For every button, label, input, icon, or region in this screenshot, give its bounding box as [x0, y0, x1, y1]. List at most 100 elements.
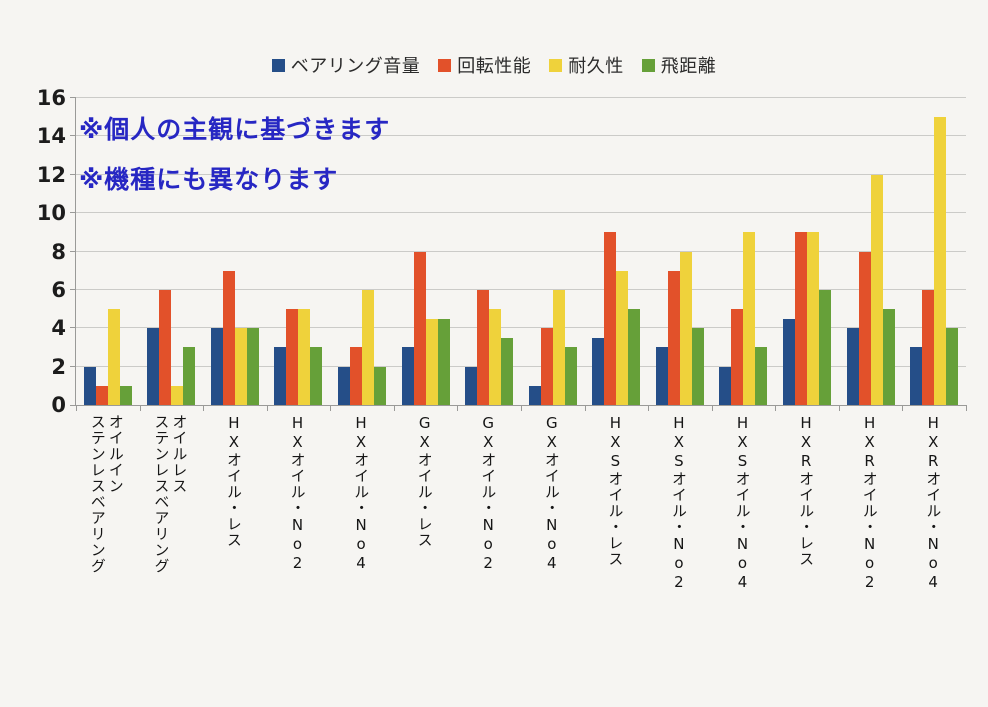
category-label-cell: HXオイル・No4 [329, 414, 393, 684]
bar [922, 289, 935, 405]
legend: ベアリング音量 回転性能 耐久性 飛距離 [0, 52, 988, 78]
y-tick-label: 2 [51, 354, 66, 379]
bar [719, 366, 732, 405]
category-label-cell: HXオイル・No2 [266, 414, 330, 684]
category-label: GXオイル・No4 [542, 414, 561, 573]
category-label: HXSオイル・レス [606, 414, 625, 567]
x-axis-tick [775, 405, 777, 411]
bar [477, 289, 490, 405]
x-axis-tick [76, 405, 77, 411]
category-label: HXオイル・レス [224, 414, 243, 548]
bar [528, 385, 541, 405]
bar [564, 347, 577, 405]
bar [147, 328, 160, 405]
bar [755, 347, 768, 405]
bar [807, 232, 820, 405]
legend-label: ベアリング音量 [290, 56, 421, 77]
x-axis-tick [648, 405, 650, 411]
annotation-note-1: ※個人の主観に基づきます [79, 115, 391, 144]
category-label: GXオイル・No2 [479, 414, 498, 573]
y-axis-tick [70, 97, 76, 98]
bar [501, 337, 514, 405]
category-label-cell: HXSオイル・No4 [711, 414, 775, 684]
y-axis-tick [70, 250, 76, 252]
legend-item-2: 耐久性 [549, 52, 624, 78]
y-axis-tick [70, 405, 76, 406]
annotation-note-2: ※機種にも異なります [79, 165, 339, 194]
y-tick-label: 12 [36, 162, 66, 187]
category-label: HXオイル・No2 [288, 414, 307, 573]
y-tick-label: 10 [36, 201, 66, 226]
bar [171, 385, 184, 405]
bar [425, 318, 438, 405]
bar [350, 347, 363, 405]
bar [946, 328, 959, 405]
category-label-cell: HXRオイル・No4 [901, 414, 965, 684]
x-axis-tick [266, 405, 268, 411]
category-label: オイルイン ステンレスベアリング [88, 414, 125, 574]
bar [540, 328, 553, 405]
x-axis-labels: オイルイン ステンレスベアリング オイルレス ステンレスベアリング HXオイル・レス… [75, 414, 965, 684]
bar [604, 232, 617, 405]
category-label: HXオイル・No4 [352, 414, 371, 573]
x-axis-tick [330, 405, 332, 411]
bar-group [585, 98, 649, 405]
category-label-cell: HXSオイル・No2 [647, 414, 711, 684]
category-label: HXSオイル・No2 [669, 414, 688, 592]
bar [338, 366, 351, 405]
category-label-cell: GXオイル・レス [393, 414, 457, 684]
category-label: HXRオイル・No2 [860, 414, 879, 592]
bar [210, 328, 223, 405]
x-axis-tick [711, 405, 713, 411]
x-axis-tick [393, 405, 395, 411]
gridline-4 [76, 327, 966, 329]
y-axis-tick [70, 173, 76, 175]
y-tick-label: 14 [36, 124, 66, 149]
y-tick-label: 8 [51, 239, 66, 264]
legend-swatch-icon [549, 58, 563, 72]
bar-group [902, 98, 966, 405]
bar-group [203, 98, 267, 405]
bar [119, 385, 132, 405]
category-label: HXRオイル・レス [797, 414, 816, 567]
category-label-cell: HXRオイル・No2 [838, 414, 902, 684]
category-label: HXSオイル・No4 [733, 414, 752, 592]
category-label: HXRオイル・No4 [924, 414, 943, 592]
plot-area: ※個人の主観に基づきます ※機種にも異なります [70, 97, 967, 411]
gridline-10 [76, 212, 966, 214]
bar-group [521, 98, 585, 405]
y-axis-tick [70, 212, 76, 214]
bar [783, 318, 796, 405]
bar [298, 309, 311, 405]
bar [183, 347, 196, 405]
bar [655, 347, 668, 405]
bar [401, 347, 414, 405]
y-axis-tick [70, 327, 76, 329]
y-axis-tick [70, 135, 76, 137]
bar [910, 347, 923, 405]
legend-item-1: 回転性能 [438, 52, 531, 78]
category-label-cell: GXオイル・No2 [456, 414, 520, 684]
y-axis-tick [70, 288, 76, 290]
gridline-16 [76, 97, 966, 98]
gridline-6 [76, 288, 966, 290]
bar [107, 309, 120, 405]
bar [465, 366, 478, 405]
bar [858, 251, 871, 405]
y-tick-label: 16 [36, 86, 66, 110]
bar [362, 289, 375, 405]
category-label-cell: HXRオイル・レス [774, 414, 838, 684]
legend-label: 耐久性 [568, 56, 624, 77]
x-axis-tick [139, 405, 141, 411]
bar-group [394, 98, 458, 405]
bar [616, 270, 629, 405]
gridline-14 [76, 135, 966, 137]
legend-swatch-icon [271, 58, 285, 72]
bar-group [140, 98, 204, 405]
gridline-12 [76, 173, 966, 175]
bar [679, 251, 692, 405]
bar [628, 309, 641, 405]
legend-item-3: 飛距離 [641, 52, 717, 78]
bar-group [76, 98, 140, 405]
